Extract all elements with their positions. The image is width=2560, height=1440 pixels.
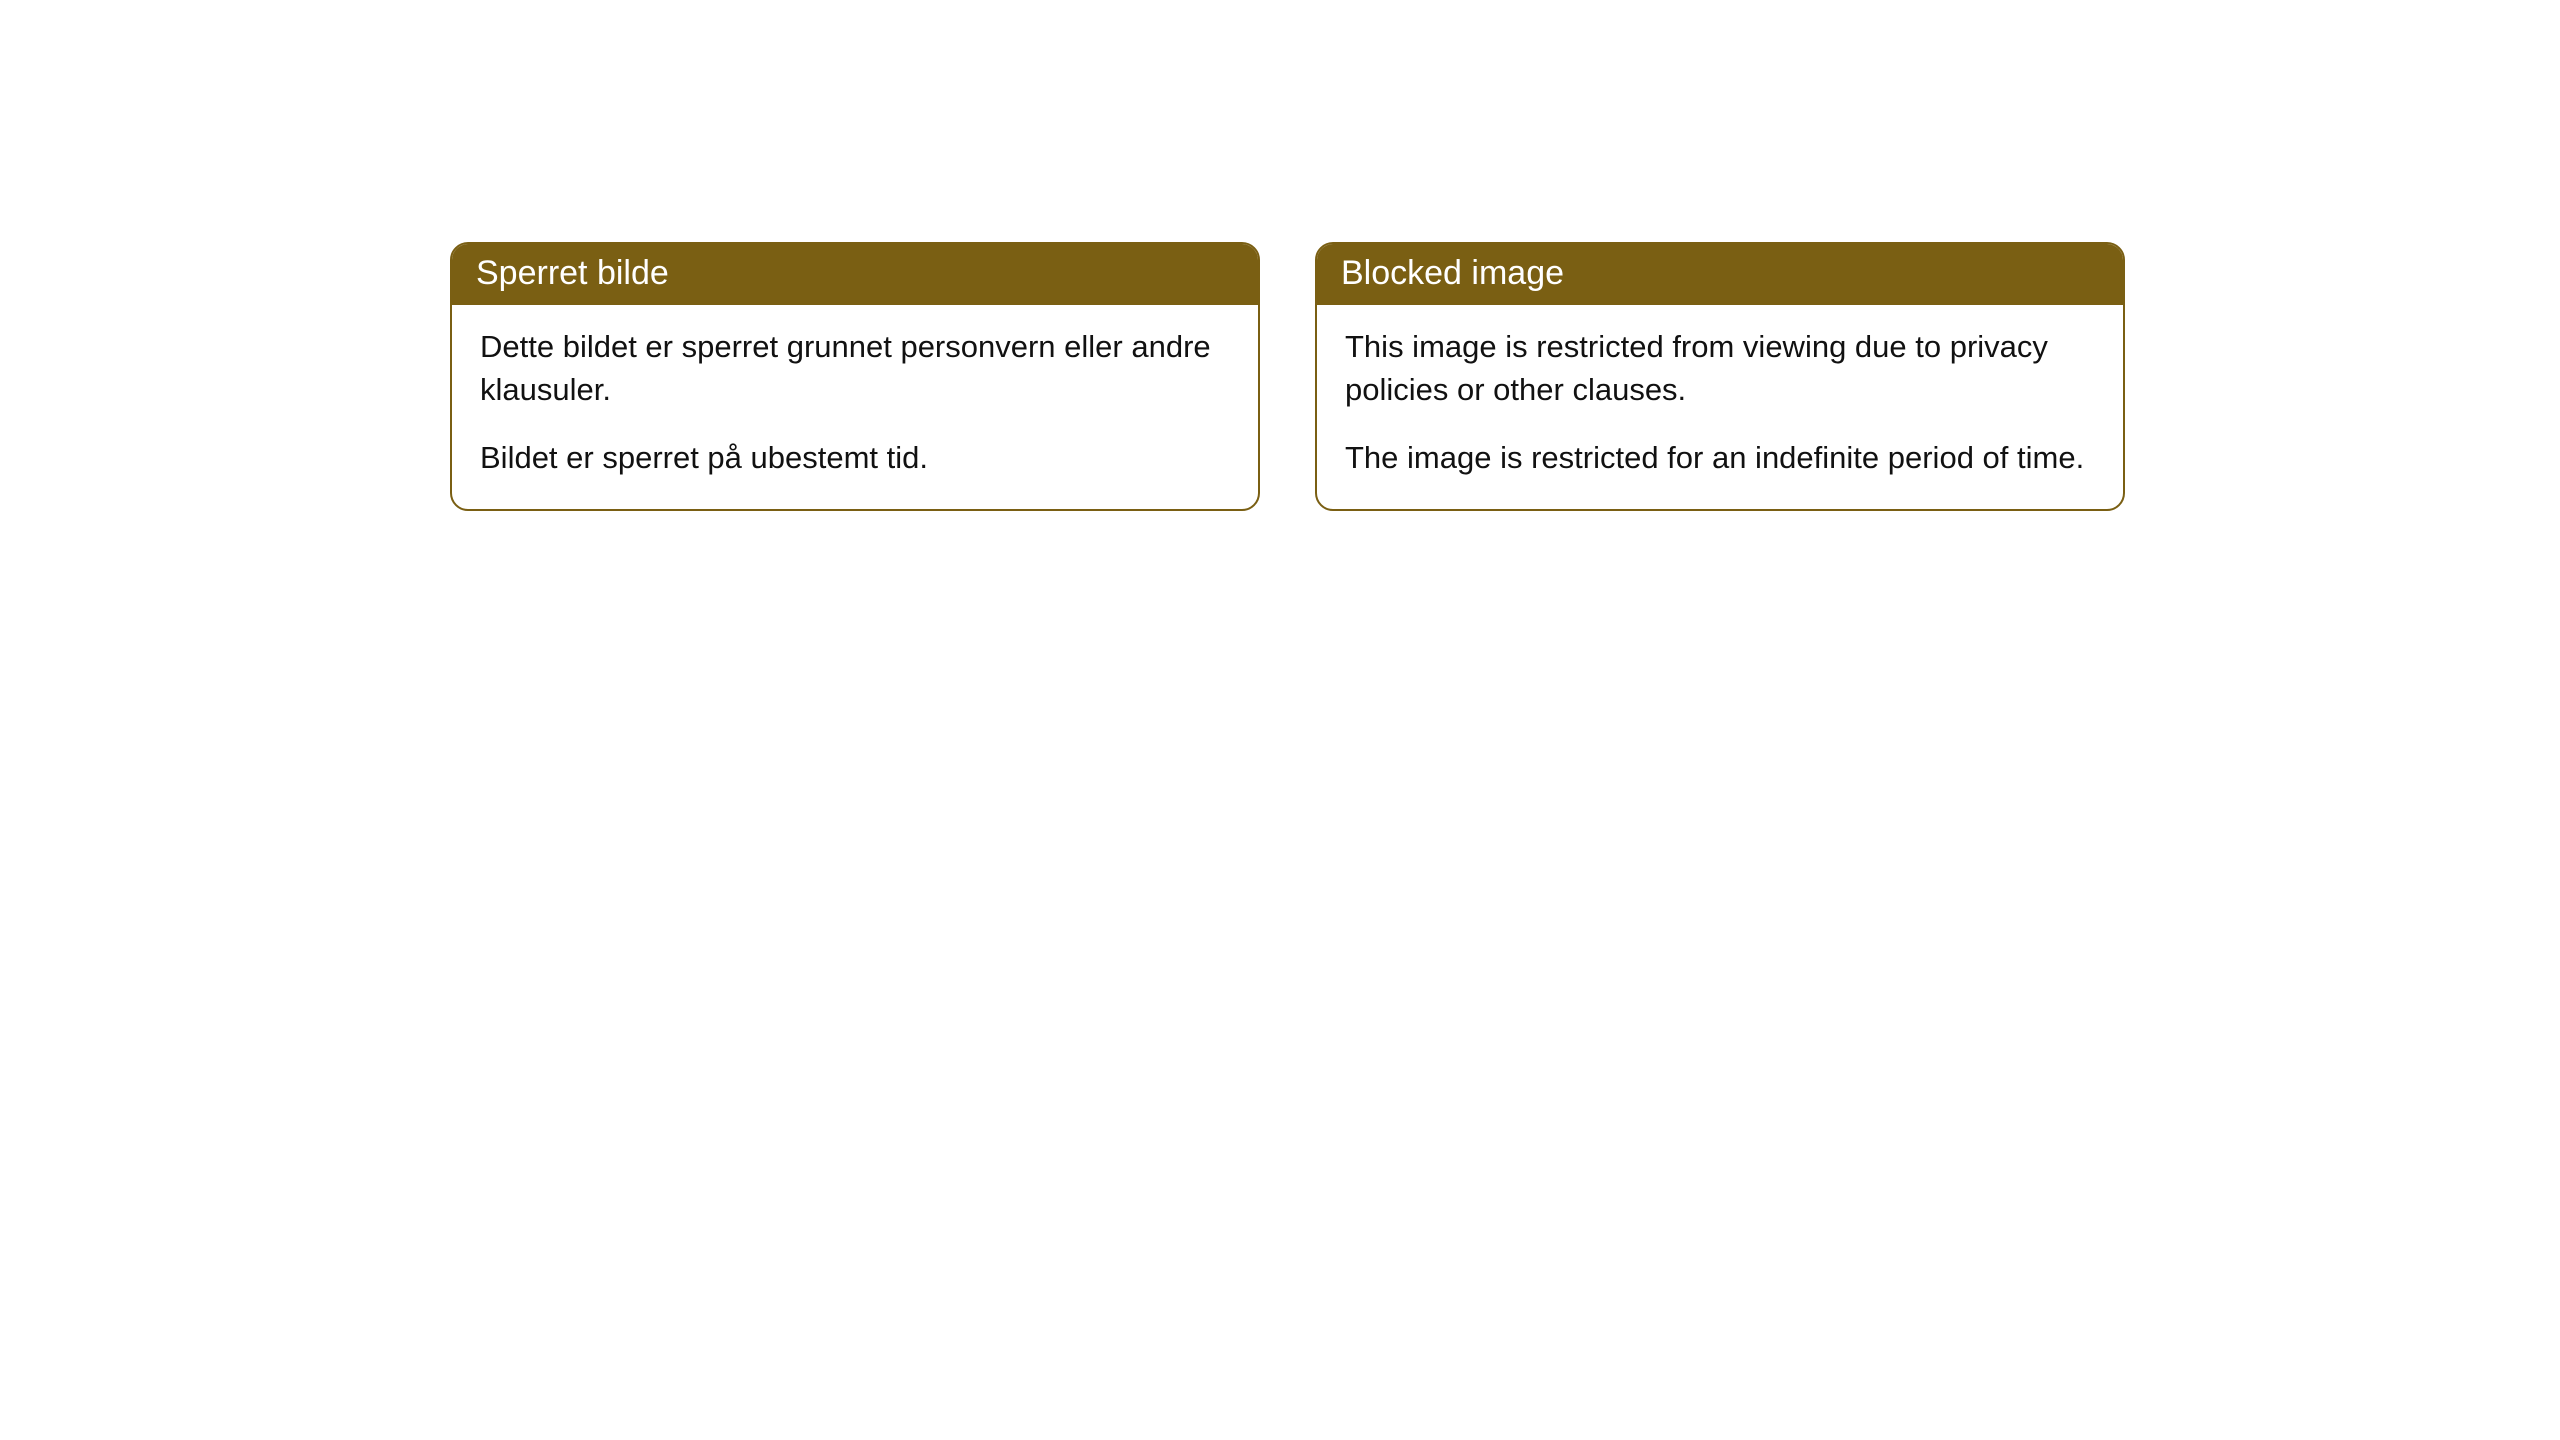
notice-body-english: This image is restricted from viewing du… (1317, 305, 2123, 509)
notice-text-line2-english: The image is restricted for an indefinit… (1345, 436, 2095, 479)
notice-header-english: Blocked image (1317, 244, 2123, 305)
notice-container: Sperret bilde Dette bildet er sperret gr… (450, 242, 2125, 511)
notice-card-english: Blocked image This image is restricted f… (1315, 242, 2125, 511)
notice-header-norwegian: Sperret bilde (452, 244, 1258, 305)
notice-text-line2-norwegian: Bildet er sperret på ubestemt tid. (480, 436, 1230, 479)
notice-text-line1-english: This image is restricted from viewing du… (1345, 325, 2095, 412)
notice-text-line1-norwegian: Dette bildet er sperret grunnet personve… (480, 325, 1230, 412)
notice-card-norwegian: Sperret bilde Dette bildet er sperret gr… (450, 242, 1260, 511)
notice-body-norwegian: Dette bildet er sperret grunnet personve… (452, 305, 1258, 509)
